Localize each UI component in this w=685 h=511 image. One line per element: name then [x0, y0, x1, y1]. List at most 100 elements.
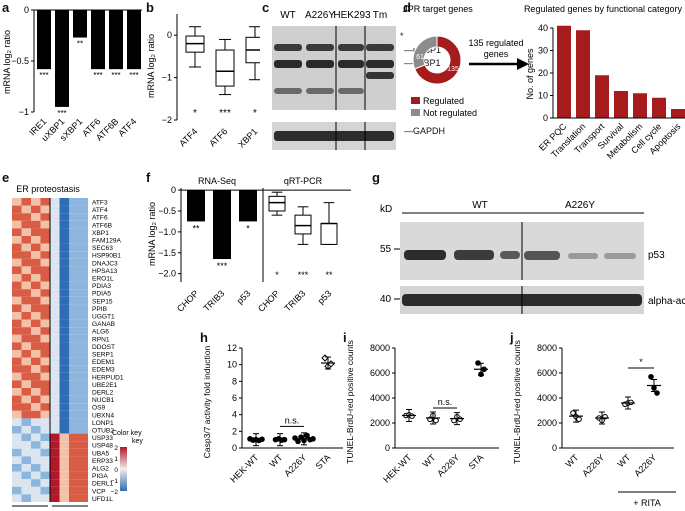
- y-axis-label: mRNA log₂ ratio: [2, 30, 12, 94]
- significance-label: **: [77, 40, 83, 49]
- heatmap-cell: [78, 464, 88, 472]
- heatmap-cell: [78, 479, 88, 487]
- gene-label: UBXN4: [92, 412, 114, 419]
- heatmap-cell: [78, 441, 88, 449]
- gene-label: VCP: [92, 488, 106, 495]
- heatmap-cell: [12, 236, 22, 244]
- y-tick-label: 10: [538, 91, 548, 101]
- box: [320, 223, 338, 245]
- significance-label: ***: [217, 261, 228, 271]
- heatmap-cell: [50, 296, 60, 305]
- heatmap-cell: [31, 365, 41, 373]
- heatmap-cell: [31, 388, 41, 396]
- gene-label: EDEM1: [92, 359, 115, 366]
- heatmap-cell: [12, 479, 22, 487]
- heatmap-cell: [69, 365, 79, 373]
- heatmap-cell: [69, 334, 79, 343]
- blot-band: [306, 88, 334, 94]
- heatmap-cell: [78, 334, 88, 343]
- heatmap-cell: [40, 456, 50, 464]
- data-point: [433, 417, 439, 424]
- heatmap-cell: [59, 448, 69, 457]
- x-tick-label: WT: [267, 452, 284, 469]
- heatmap-cell: [59, 426, 69, 434]
- heatmap-cell: [31, 198, 41, 206]
- heatmap-cell: [69, 304, 79, 312]
- heatmap-cell: [69, 228, 79, 236]
- heatmap-cell: [31, 342, 41, 350]
- heatmap-cell: [12, 441, 22, 449]
- gene-label: SEP15: [92, 298, 113, 305]
- heatmap-cell: [69, 319, 79, 328]
- x-tick-label: A226Y: [282, 452, 308, 478]
- heatmap-cell: [40, 350, 50, 358]
- x-tick-label: HEK-WT: [381, 452, 414, 485]
- heatmap-cell: [78, 258, 88, 267]
- bar: [633, 93, 647, 118]
- heatmap-cell: [21, 486, 31, 495]
- heatmap-cell: [59, 342, 69, 350]
- heatmap-cell: [40, 274, 50, 282]
- x-tick-label: STA: [466, 452, 485, 471]
- heatmap-cell: [40, 213, 50, 221]
- data-point: [628, 399, 634, 406]
- y-tick-label: 0: [232, 443, 237, 453]
- gene-label: USP48: [92, 443, 113, 450]
- heatmap-cell: [31, 304, 41, 312]
- gene-label: LONP1: [92, 420, 114, 427]
- heatmap-cell: [69, 350, 79, 358]
- heatmap-cell: [69, 357, 79, 366]
- heatmap-cell: [40, 426, 50, 434]
- y-tick-label: 40: [538, 23, 548, 33]
- y-tick-label: 30: [538, 46, 548, 56]
- heatmap-cell: [50, 198, 60, 206]
- heatmap-cell: [69, 479, 79, 487]
- heatmap-cell: [50, 289, 60, 297]
- heatmap-cell: [69, 289, 79, 297]
- heatmap-cell: [21, 281, 31, 290]
- heatmap-cell: [31, 258, 41, 267]
- x-tick-label: TRIB3: [201, 288, 226, 313]
- heatmap-cell: [12, 448, 22, 457]
- heatmap-cell: [78, 410, 88, 419]
- band-label-p53: p53: [648, 250, 665, 261]
- heatmap-cell: [59, 494, 69, 502]
- heatmap-cell: [40, 198, 50, 206]
- heatmap-cell: [69, 403, 79, 411]
- heatmap-cell: [12, 198, 22, 206]
- heatmap-cell: [31, 289, 41, 297]
- gene-label: ERP33: [92, 458, 113, 465]
- heatmap-cell: [50, 213, 60, 221]
- heatmap-cell: [50, 266, 60, 274]
- heatmap-cell: [69, 471, 79, 480]
- heatmap-cell: [12, 357, 22, 366]
- color-key-tick: 2: [114, 445, 118, 452]
- heatmap-cell: [69, 327, 79, 335]
- heatmap-cell: [40, 251, 50, 259]
- heatmap-cell: [12, 464, 22, 472]
- heatmap-cell: [50, 388, 60, 396]
- heatmap-cell: [40, 220, 50, 229]
- panel-label-g: g: [372, 170, 380, 185]
- heatmap-cell: [31, 426, 41, 434]
- blot-band: [274, 88, 302, 94]
- legend-swatch: [411, 109, 420, 116]
- heatmap-cell: [31, 403, 41, 411]
- heatmap-cell: [69, 433, 79, 442]
- panel-i-chart: 0 2000 4000 6000 8000 TUNEL-BrdU-red positive…: [345, 340, 499, 485]
- heatmap-cell: [69, 281, 79, 290]
- heatmap-cell: [69, 243, 79, 252]
- blot-band: [274, 44, 302, 51]
- legend-label: Not regulated: [423, 108, 477, 118]
- chart-title: Regulated genes by functional category: [524, 4, 683, 14]
- heatmap-cell: [21, 258, 31, 267]
- heatmap-cell: [31, 312, 41, 320]
- heatmap-cell: [50, 464, 60, 472]
- heatmap-cell: [40, 441, 50, 449]
- blot-band: [568, 253, 598, 259]
- y-tick-label: 6: [232, 393, 237, 403]
- heatmap-cell: [50, 365, 60, 373]
- heatmap-cell: [21, 228, 31, 236]
- panel-e-heatmap: ER proteostasis ATF3ATF4ATF6ATF6BXBP1FAM1…: [12, 184, 143, 511]
